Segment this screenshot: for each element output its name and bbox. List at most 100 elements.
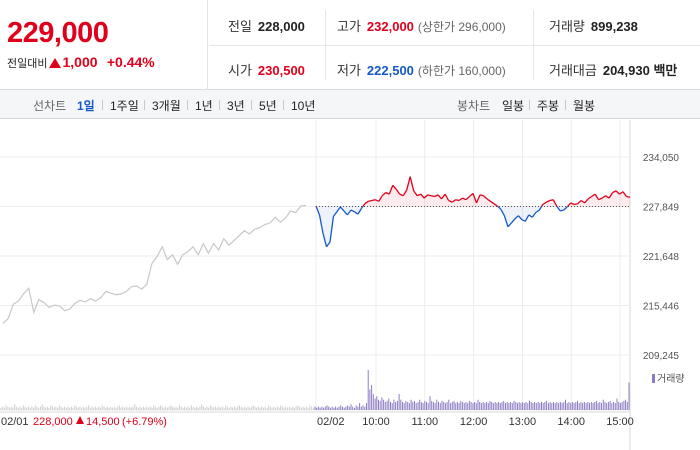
up-area bbox=[431, 195, 435, 207]
today-up-segment bbox=[434, 194, 439, 198]
today-up-segment bbox=[416, 193, 421, 197]
down-area bbox=[504, 206, 508, 227]
x-tick-label: 11:00 bbox=[411, 416, 438, 428]
today-up-segment bbox=[409, 176, 415, 192]
stat-volume: 거래량 899,238 bbox=[549, 19, 638, 34]
up-area bbox=[417, 194, 421, 207]
today-up-segment bbox=[430, 195, 435, 198]
today-up-segment bbox=[469, 192, 474, 197]
today-up-segment bbox=[615, 190, 620, 195]
today-down-segment bbox=[332, 211, 338, 217]
tab-10y[interactable]: 10년 bbox=[291, 99, 316, 113]
today-up-segment bbox=[549, 199, 554, 202]
today-up-segment bbox=[444, 193, 450, 201]
x-tick-label: 14:00 bbox=[557, 416, 585, 428]
stat-row-divider bbox=[209, 45, 700, 46]
up-area bbox=[595, 194, 599, 207]
tab-3m[interactable]: 3개월 bbox=[152, 99, 181, 113]
today-down-segment bbox=[325, 241, 331, 248]
down-area bbox=[528, 206, 533, 218]
today-up-segment bbox=[462, 197, 467, 201]
x-tick-label: 13:00 bbox=[509, 416, 537, 428]
up-area bbox=[609, 192, 613, 207]
up-area bbox=[371, 199, 376, 207]
today-down-segment bbox=[318, 214, 324, 234]
up-area bbox=[598, 198, 603, 207]
tab-separator bbox=[565, 100, 566, 110]
today-up-segment bbox=[598, 197, 603, 201]
tab-monthly-candle[interactable]: 월봉 bbox=[573, 99, 596, 113]
today-up-segment bbox=[406, 176, 411, 191]
up-area bbox=[389, 185, 393, 207]
up-area bbox=[626, 196, 630, 207]
tab-1w[interactable]: 1주일 bbox=[110, 99, 139, 113]
tab-3y[interactable]: 3년 bbox=[227, 99, 245, 113]
down-area bbox=[511, 206, 515, 223]
up-area bbox=[410, 176, 414, 207]
today-up-segment bbox=[594, 193, 600, 201]
up-area bbox=[434, 194, 439, 207]
today-up-segment bbox=[413, 190, 418, 197]
today-down-segment bbox=[517, 215, 523, 221]
period-tab-bar: 선차트 1일 1주일 3개월 1년 3년 5년 10년 봉차트 일봉 주봉 월봉 bbox=[0, 90, 700, 119]
today-up-segment bbox=[368, 199, 372, 202]
today-down-segment bbox=[350, 209, 355, 213]
today-up-segment bbox=[542, 201, 547, 206]
today-up-segment bbox=[455, 199, 460, 202]
up-area bbox=[469, 193, 473, 207]
up-area bbox=[392, 185, 397, 207]
tab-1d[interactable]: 1일 bbox=[77, 99, 95, 113]
y-tick-label: 209,245 bbox=[643, 351, 680, 362]
today-up-segment bbox=[601, 195, 606, 199]
today-up-segment bbox=[567, 202, 572, 207]
today-down-segment bbox=[339, 206, 345, 212]
today-down-segment bbox=[329, 216, 335, 243]
tab-separator bbox=[187, 100, 188, 110]
stat-amount: 거래대금 204,930 백만 bbox=[549, 63, 678, 78]
up-area bbox=[445, 194, 449, 207]
down-area bbox=[507, 206, 512, 227]
y-tick-label: 227,849 bbox=[643, 203, 680, 214]
stat-prev-close: 전일 228,000 bbox=[228, 19, 305, 34]
today-up-segment bbox=[619, 191, 624, 195]
today-down-segment bbox=[322, 233, 328, 247]
today-up-segment bbox=[371, 199, 376, 202]
y-tick-label: 234,050 bbox=[643, 153, 680, 164]
down-area bbox=[333, 206, 337, 217]
up-triangle-icon bbox=[49, 58, 62, 68]
price-chart[interactable]: 234,050 227,849 221,648 215,446 209,245 거래량 02… bbox=[0, 120, 700, 450]
up-area bbox=[605, 195, 610, 207]
up-area bbox=[441, 194, 446, 207]
today-up-segment bbox=[626, 195, 631, 198]
up-area bbox=[452, 199, 456, 207]
today-down-segment bbox=[528, 214, 533, 218]
today-down-segment bbox=[560, 209, 564, 212]
today-down-segment bbox=[510, 218, 516, 224]
change-row: 전일대비 1,000 +0.44% bbox=[7, 54, 207, 71]
down-area bbox=[532, 206, 536, 218]
tab-daily-candle[interactable]: 일봉 bbox=[502, 99, 525, 113]
tab-separator bbox=[251, 100, 252, 110]
price-chart-svg: 234,050 227,849 221,648 215,446 209,245 거래량 02… bbox=[0, 120, 685, 450]
today-up-segment bbox=[362, 203, 366, 207]
today-up-segment bbox=[574, 203, 578, 206]
today-down-segment bbox=[507, 222, 512, 228]
today-up-segment bbox=[441, 193, 446, 200]
tab-weekly-candle[interactable]: 주봉 bbox=[537, 99, 560, 113]
today-down-segment bbox=[357, 208, 362, 215]
up-area bbox=[385, 192, 390, 207]
tab-5y[interactable]: 5년 bbox=[259, 99, 277, 113]
up-triangle-icon bbox=[76, 416, 84, 424]
today-up-segment bbox=[437, 194, 443, 200]
x-tick-label: 02/02 bbox=[317, 416, 345, 428]
today-up-segment bbox=[490, 200, 495, 205]
today-up-segment bbox=[475, 194, 481, 204]
up-area bbox=[455, 199, 459, 207]
today-up-segment bbox=[622, 191, 628, 197]
prev-day-series-line bbox=[2, 204, 307, 324]
line-chart-title: 선차트 bbox=[33, 99, 67, 113]
tab-1y[interactable]: 1년 bbox=[195, 99, 213, 113]
up-area bbox=[406, 176, 411, 207]
up-area bbox=[480, 194, 484, 207]
tab-separator bbox=[144, 100, 145, 110]
